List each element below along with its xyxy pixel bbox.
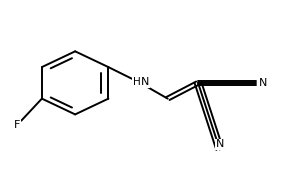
Text: N: N	[215, 139, 224, 149]
Text: N: N	[259, 78, 267, 88]
Text: N: N	[141, 77, 149, 87]
Text: H: H	[133, 77, 141, 87]
Text: F: F	[14, 120, 20, 130]
